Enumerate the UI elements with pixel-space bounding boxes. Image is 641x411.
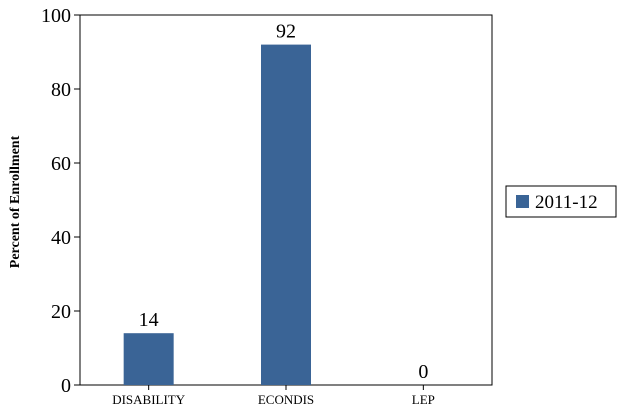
y-axis-title: Percent of Enrollment xyxy=(8,135,23,268)
bar-disability xyxy=(123,333,174,385)
y-tick-label-60: 60 xyxy=(51,153,71,175)
legend: 2011-12 xyxy=(505,185,617,218)
data-label-disability: 14 xyxy=(139,309,159,331)
x-tick-label-disability: DISABILITY xyxy=(112,392,186,407)
legend-box xyxy=(505,185,617,218)
y-tick-label-20: 20 xyxy=(51,301,71,323)
bar-econdis xyxy=(261,44,311,385)
plot-area: 0 20 40 60 80 100 14 DISABILITY 92 ECONDIS 0 LEP xyxy=(41,5,493,407)
data-label-lep: 0 xyxy=(418,361,428,383)
y-tick-label-80: 80 xyxy=(51,79,71,101)
y-tick-label-0: 0 xyxy=(61,375,71,397)
x-tick-label-lep: LEP xyxy=(412,392,435,407)
data-label-econdis: 92 xyxy=(276,21,296,43)
legend-swatch-2011-12 xyxy=(516,195,529,208)
x-tick-label-econdis: ECONDIS xyxy=(258,392,314,407)
y-tick-label-40: 40 xyxy=(51,227,71,249)
legend-label-2011-12: 2011-12 xyxy=(535,192,598,213)
y-tick-label-100: 100 xyxy=(41,5,71,27)
